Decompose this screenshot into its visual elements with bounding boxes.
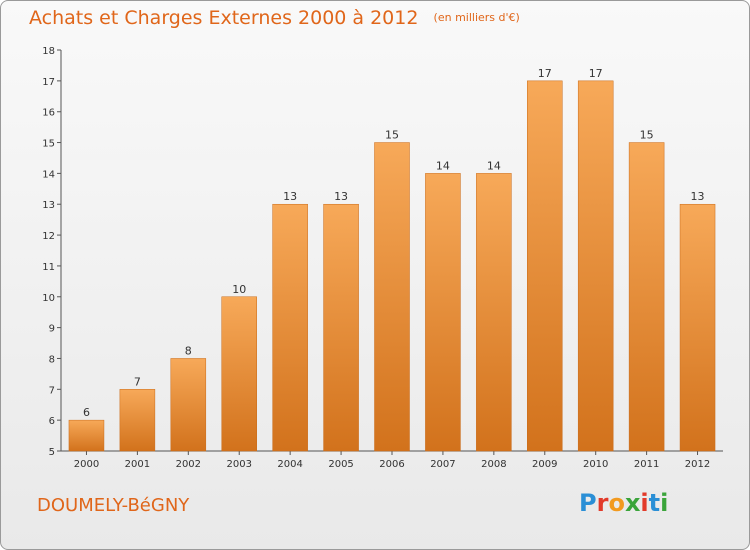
bar-2005 (323, 203, 359, 452)
value-label-2002: 8 (185, 344, 192, 357)
bar-2008 (476, 173, 512, 452)
bar-2011 (628, 142, 665, 452)
chart-title: Achats et Charges Externes 2000 à 2012 (29, 7, 419, 29)
y-tick-label: 7 (49, 385, 55, 396)
bar-2004 (272, 203, 308, 452)
y-tick-label: 17 (42, 77, 55, 88)
bar-2006 (374, 142, 410, 452)
value-label-2005: 13 (334, 190, 348, 203)
x-tick-label: 2002 (176, 459, 201, 470)
value-label-2007: 14 (436, 159, 450, 172)
value-label-2004: 13 (283, 190, 297, 203)
y-tick-label: 13 (42, 200, 55, 211)
x-tick-label: 2003 (227, 459, 252, 470)
value-label-2010: 17 (589, 67, 603, 80)
value-label-2011: 15 (640, 129, 654, 142)
x-tick-label: 2009 (532, 459, 557, 470)
x-tick-label: 2012 (685, 459, 710, 470)
title-row: Achats et Charges Externes 2000 à 2012 (… (29, 7, 520, 29)
bars (68, 80, 716, 452)
x-tick-label: 2010 (583, 459, 608, 470)
y-tick-label: 14 (42, 169, 55, 180)
y-tick-label: 12 (42, 231, 55, 242)
value-label-2003: 10 (232, 283, 246, 296)
x-tick-label: 2006 (379, 459, 404, 470)
x-tick-label: 2004 (277, 459, 302, 470)
logo-letter: t (648, 489, 661, 517)
logo-letter: o (608, 489, 625, 517)
bar-2003 (221, 296, 257, 452)
bar-2001 (119, 389, 156, 452)
y-tick-label: 9 (49, 324, 55, 335)
bar-2000 (68, 419, 105, 452)
bar-2009 (527, 80, 563, 452)
chart-unit: (en milliers d'€) (433, 11, 520, 24)
bar-2012 (679, 203, 716, 452)
x-tick-label: 2011 (634, 459, 659, 470)
value-label-2012: 13 (691, 190, 705, 203)
y-tick-label: 5 (49, 447, 55, 458)
value-label-2001: 7 (134, 375, 141, 388)
x-tick-label: 2001 (125, 459, 150, 470)
y-tick-label: 6 (49, 416, 55, 427)
logo-letter: x (624, 489, 641, 517)
y-tick-label: 11 (42, 262, 55, 273)
bar-2007 (425, 173, 461, 452)
logo-letter: r (596, 489, 609, 517)
value-label-2008: 14 (487, 159, 501, 172)
x-tick-label: 2000 (74, 459, 99, 470)
value-label-2000: 6 (83, 406, 90, 419)
y-tick-label: 15 (42, 139, 55, 150)
bar-2010 (577, 80, 614, 452)
labels: 5 6 7 8 9 10 11 12 13 14 15 16 17 18 6 2000 7 2001 8 2002 10… (42, 46, 710, 470)
logo-letter: P (579, 489, 597, 517)
logo-letter: i (640, 489, 649, 517)
y-tick-label: 8 (49, 354, 55, 365)
x-tick-label: 2007 (430, 459, 455, 470)
x-tick-label: 2005 (328, 459, 353, 470)
commune-name: DOUMELY-BéGNY (37, 495, 190, 516)
bar-2002 (170, 358, 207, 452)
y-tick-label: 16 (42, 108, 55, 119)
y-tick-label: 18 (42, 46, 55, 57)
y-tick-label: 10 (42, 293, 55, 304)
logo-letter: i (660, 489, 669, 517)
value-label-2006: 15 (385, 129, 399, 142)
x-tick-label: 2008 (481, 459, 506, 470)
proxiti-logo[interactable]: Proxiti (579, 489, 668, 517)
value-label-2009: 17 (538, 67, 552, 80)
